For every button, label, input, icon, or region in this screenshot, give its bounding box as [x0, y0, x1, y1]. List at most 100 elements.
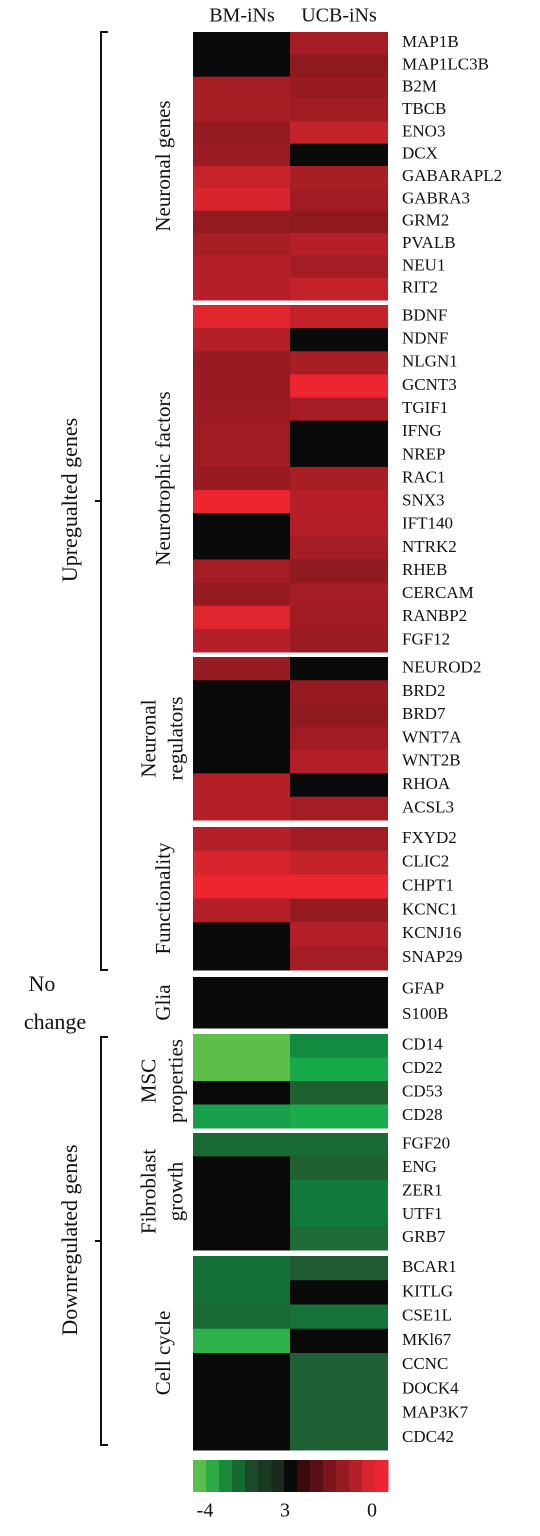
gene-label: RHEB — [402, 560, 447, 579]
heatmap-cell — [290, 255, 388, 279]
gene-label: ENO3 — [402, 121, 445, 140]
heatmap-cell — [193, 773, 290, 798]
gene-label: GCNT3 — [402, 375, 457, 394]
heatmap-cell — [290, 605, 388, 630]
heatmap-cell — [290, 628, 388, 653]
gene-label: NEU1 — [402, 255, 445, 274]
gene-label: SNAP29 — [402, 947, 462, 966]
section-label: Downregulated genes — [57, 1144, 82, 1335]
heatmap-cell — [193, 977, 290, 1003]
scale-swatch — [297, 1460, 311, 1492]
heatmap-cell — [193, 255, 290, 279]
heatmap-cell — [290, 1328, 388, 1354]
heatmap-cell — [290, 536, 388, 560]
gene-label: ZER1 — [402, 1180, 443, 1199]
gene-label: MKl67 — [402, 1330, 452, 1349]
gene-label: IFT140 — [402, 514, 453, 533]
heatmap-cell — [193, 827, 290, 852]
heatmap-cell — [193, 605, 290, 630]
gene-label: KCNC1 — [402, 899, 458, 918]
gene-label: FXYD2 — [402, 828, 457, 847]
heatmap-cell — [290, 351, 388, 375]
scale-swatch — [375, 1460, 389, 1492]
heatmap-cell — [290, 827, 388, 852]
gene-label: MAP1B — [402, 32, 459, 51]
section-bracket — [95, 31, 108, 971]
scale-swatch — [323, 1460, 337, 1492]
heatmap-cell — [290, 922, 388, 947]
heatmap-cell — [193, 420, 290, 445]
gene-label: TGIF1 — [402, 398, 448, 417]
heatmap-cell — [193, 1226, 290, 1251]
group-label: Functionality — [151, 842, 175, 954]
heatmap-cell — [290, 1104, 388, 1129]
heatmap-cell — [290, 1133, 388, 1157]
group-label: Glia — [151, 984, 175, 1021]
heatmap-cell — [290, 1034, 388, 1058]
heatmap-cell — [193, 1353, 290, 1378]
heatmap-cell — [193, 1328, 290, 1354]
heatmap-cell — [290, 1304, 388, 1330]
gene-label: FGF20 — [402, 1134, 450, 1153]
heatmap-cell — [290, 374, 388, 399]
heatmap-cell — [290, 466, 388, 491]
heatmap-cell — [193, 559, 290, 584]
group-label: Fibroblast — [136, 1149, 160, 1234]
column-label: BM-iNs — [209, 5, 275, 27]
section-label: change — [24, 1009, 86, 1034]
heatmap-cell — [290, 99, 388, 122]
heatmap-cell — [193, 443, 290, 468]
heatmap-cell — [290, 443, 388, 468]
heatmap-cell — [193, 1377, 290, 1402]
gene-label: MAP3K7 — [402, 1403, 469, 1422]
gene-label: BDNF — [402, 305, 447, 324]
heatmap-cell — [290, 559, 388, 584]
scale-swatch — [258, 1460, 272, 1492]
group-label: Cell cycle — [151, 1311, 175, 1396]
scale-swatch — [336, 1460, 350, 1492]
group-label: regulators — [163, 697, 187, 781]
heatmap-cell — [193, 1425, 290, 1451]
heatmap-cell — [290, 1425, 388, 1451]
heatmap-cell — [290, 233, 388, 256]
heatmap-cell — [193, 166, 290, 189]
heatmap-cell — [290, 1353, 388, 1378]
heatmap-cell — [290, 1156, 388, 1181]
gene-label: MAP1LC3B — [402, 54, 489, 73]
heatmap-cell — [290, 898, 388, 923]
heatmap-cell — [193, 121, 290, 145]
gene-label: PVALB — [402, 233, 456, 252]
heatmap-cell — [290, 397, 388, 422]
heatmap-cell — [290, 1401, 388, 1427]
gene-label: CSE1L — [402, 1306, 452, 1325]
heatmap-cell — [290, 166, 388, 189]
heatmap-cell — [193, 76, 290, 100]
scale-swatch — [193, 1460, 207, 1492]
gene-label: RAC1 — [402, 467, 445, 486]
group-label: Neuronal genes — [151, 100, 175, 231]
scale-swatch — [245, 1460, 259, 1492]
scale-swatch — [271, 1460, 285, 1492]
gene-label: RIT2 — [402, 278, 438, 297]
gene-label: RHOA — [402, 774, 451, 793]
heatmap-cell — [193, 946, 290, 971]
gene-label: CD22 — [402, 1058, 443, 1077]
gene-label: UTF1 — [402, 1204, 443, 1223]
gene-label: ENG — [402, 1157, 437, 1176]
heatmap-cell — [290, 1280, 388, 1305]
heatmap-cell — [290, 1226, 388, 1251]
gene-label: GRM2 — [402, 211, 449, 230]
gene-label: SNX3 — [402, 491, 445, 510]
heatmap-cell — [290, 1057, 388, 1082]
gene-label: WNT2B — [402, 751, 461, 770]
heatmap-cell — [290, 305, 388, 329]
heatmap-cell — [290, 143, 388, 167]
gene-label: BRD7 — [402, 704, 446, 723]
heatmap-cell — [290, 1081, 388, 1105]
heatmap-cell — [193, 1179, 290, 1204]
heatmap-cell — [193, 143, 290, 167]
heatmap-cell — [290, 750, 388, 774]
section-bracket — [95, 1036, 108, 1446]
gene-label: CERCAM — [402, 583, 474, 602]
heatmap-cell — [290, 582, 388, 607]
